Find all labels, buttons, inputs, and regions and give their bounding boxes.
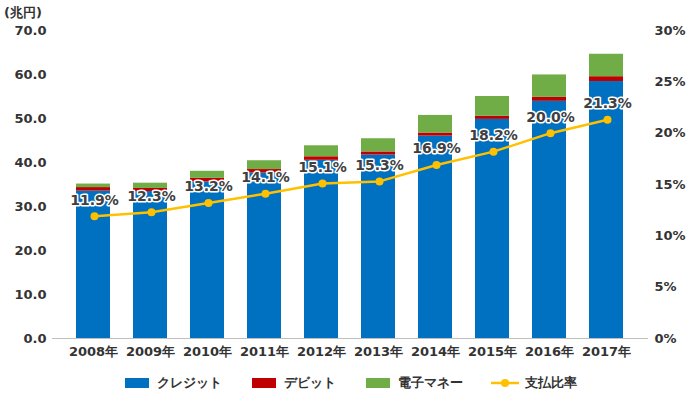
svg-text:40.0: 40.0: [14, 155, 46, 170]
svg-text:21.3%: 21.3%: [583, 95, 632, 111]
html-text:(兆円): (兆円): [4, 5, 42, 20]
svg-text:0.0: 0.0: [23, 331, 46, 346]
svg-text:2016年: 2016年: [525, 344, 574, 359]
svg-text:2010年: 2010年: [183, 344, 232, 359]
svg-text:70.0: 70.0: [14, 23, 46, 38]
svg-text:14.1%: 14.1%: [241, 169, 290, 185]
svg-text:5%: 5%: [655, 279, 677, 294]
svg-text:15.1%: 15.1%: [298, 159, 347, 175]
svg-text:20%: 20%: [655, 125, 686, 140]
svg-text:10.0: 10.0: [14, 287, 46, 302]
html-text:デビット: デビット: [284, 375, 336, 390]
svg-text:2008年: 2008年: [69, 344, 118, 359]
svg-text:2013年: 2013年: [354, 344, 403, 359]
html-text:支払比率: 支払比率: [525, 375, 577, 390]
svg-text:2012年: 2012年: [297, 344, 346, 359]
svg-text:2017年: 2017年: [582, 344, 631, 359]
svg-text:2011年: 2011年: [240, 344, 289, 359]
svg-text:0%: 0%: [655, 331, 677, 346]
svg-text:60.0: 60.0: [14, 67, 46, 82]
svg-text:30%: 30%: [655, 23, 686, 38]
svg-text:30.0: 30.0: [14, 199, 46, 214]
html-text:電子マネー: 電子マネー: [398, 375, 463, 390]
svg-text:10%: 10%: [655, 228, 686, 243]
svg-text:2015年: 2015年: [468, 344, 517, 359]
svg-text:2014年: 2014年: [411, 344, 460, 359]
svg-text:50.0: 50.0: [14, 111, 46, 126]
html-text:クレジット: クレジット: [157, 375, 222, 390]
svg-text:12.3%: 12.3%: [127, 188, 176, 204]
svg-text:13.2%: 13.2%: [184, 178, 233, 194]
svg-text:20.0%: 20.0%: [526, 109, 575, 125]
svg-text:25%: 25%: [655, 74, 686, 89]
svg-text:11.9%: 11.9%: [70, 192, 119, 208]
svg-text:18.2%: 18.2%: [469, 127, 518, 143]
svg-text:15%: 15%: [655, 177, 686, 192]
svg-text:20.0: 20.0: [14, 243, 46, 258]
svg-text:15.3%: 15.3%: [355, 157, 404, 173]
svg-text:2009年: 2009年: [126, 344, 175, 359]
svg-text:16.9%: 16.9%: [412, 140, 461, 156]
